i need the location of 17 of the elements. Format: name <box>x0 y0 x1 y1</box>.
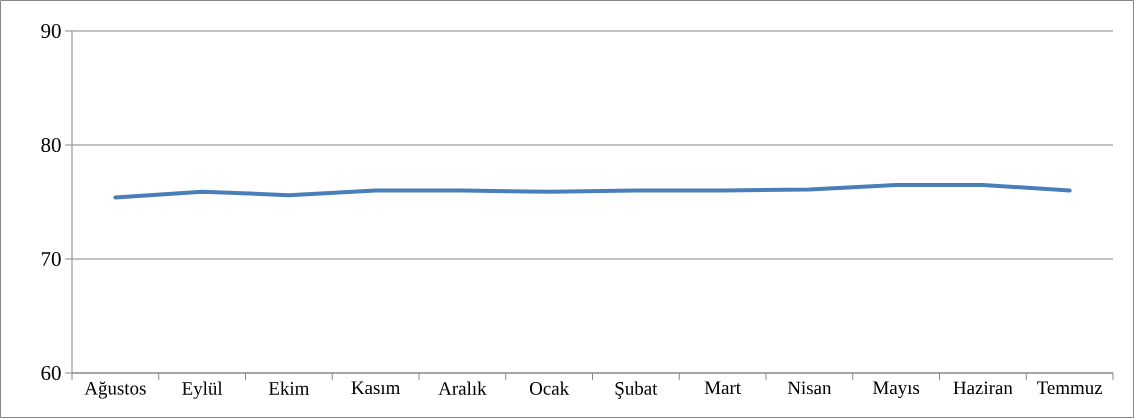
y-tick-label: 80 <box>41 137 61 153</box>
y-tick-label: 70 <box>41 251 61 267</box>
x-tick-label: Ekim <box>268 381 310 395</box>
x-tick-label: Nisan <box>787 381 832 395</box>
x-tick-label: Kasım <box>351 381 401 395</box>
x-tick-label: Ocak <box>529 381 570 395</box>
x-tick-label: Haziran <box>953 381 1013 395</box>
x-tick-label: Eylül <box>182 381 223 399</box>
x-tick-label: Mart <box>704 381 741 395</box>
x-tick-label: Şubat <box>615 381 658 399</box>
x-tick-label: Aralık <box>438 381 487 395</box>
x-tick-label: Mayıs <box>873 381 920 398</box>
line-series <box>113 182 1072 200</box>
x-tick-label: Ağustos <box>84 381 146 399</box>
y-tick-label: 60 <box>41 365 61 381</box>
x-tick-label: Temmuz <box>1037 381 1103 395</box>
y-tick-label: 90 <box>41 23 61 39</box>
